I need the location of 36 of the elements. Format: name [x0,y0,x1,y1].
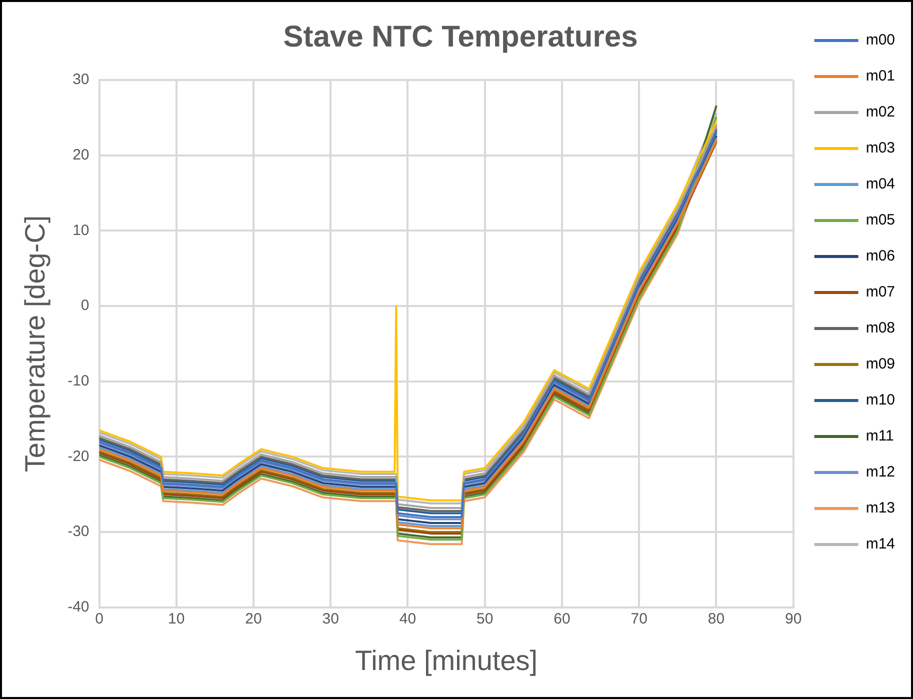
legend-label: m00 [866,32,896,49]
y-tick-label: 0 [80,297,90,314]
legend-label: m08 [866,320,896,337]
x-tick-label: 40 [399,610,416,628]
y-tick-label: -10 [68,372,90,390]
x-tick-label: 0 [95,610,104,628]
legend-label: m13 [866,500,896,517]
legend-label: m10 [866,392,896,409]
x-tick-label: 70 [630,610,648,628]
x-tick-label: 90 [784,610,802,628]
x-tick-label: 80 [708,610,725,628]
x-tick-label: 10 [168,610,185,628]
y-tick-label: -40 [68,598,90,616]
y-tick-label: 30 [72,71,90,88]
legend-label: m14 [866,536,896,553]
y-tick-label: 20 [72,146,90,164]
legend-label: m07 [866,284,896,301]
y-tick-label: -30 [68,523,90,540]
legend-label: m09 [866,356,896,373]
legend-label: m06 [866,248,896,265]
y-tick-label: 10 [72,222,90,239]
x-tick-label: 50 [476,610,494,628]
y-axis-title: Temperature [deg-C] [20,215,51,472]
legend-label: m05 [866,212,896,229]
y-tick-label: -20 [68,448,90,465]
chart-title: Stave NTC Temperatures [283,20,638,54]
legend-label: m11 [866,428,894,445]
x-tick-label: 30 [322,610,339,628]
legend-label: m03 [866,140,896,157]
legend-label: m01 [866,68,896,85]
legend-label: m12 [866,464,896,481]
x-tick-label: 20 [245,610,262,628]
legend-label: m04 [866,176,896,193]
legend-label: m02 [866,104,896,121]
x-axis-title: Time [minutes] [355,644,538,676]
x-tick-label: 60 [554,610,570,628]
